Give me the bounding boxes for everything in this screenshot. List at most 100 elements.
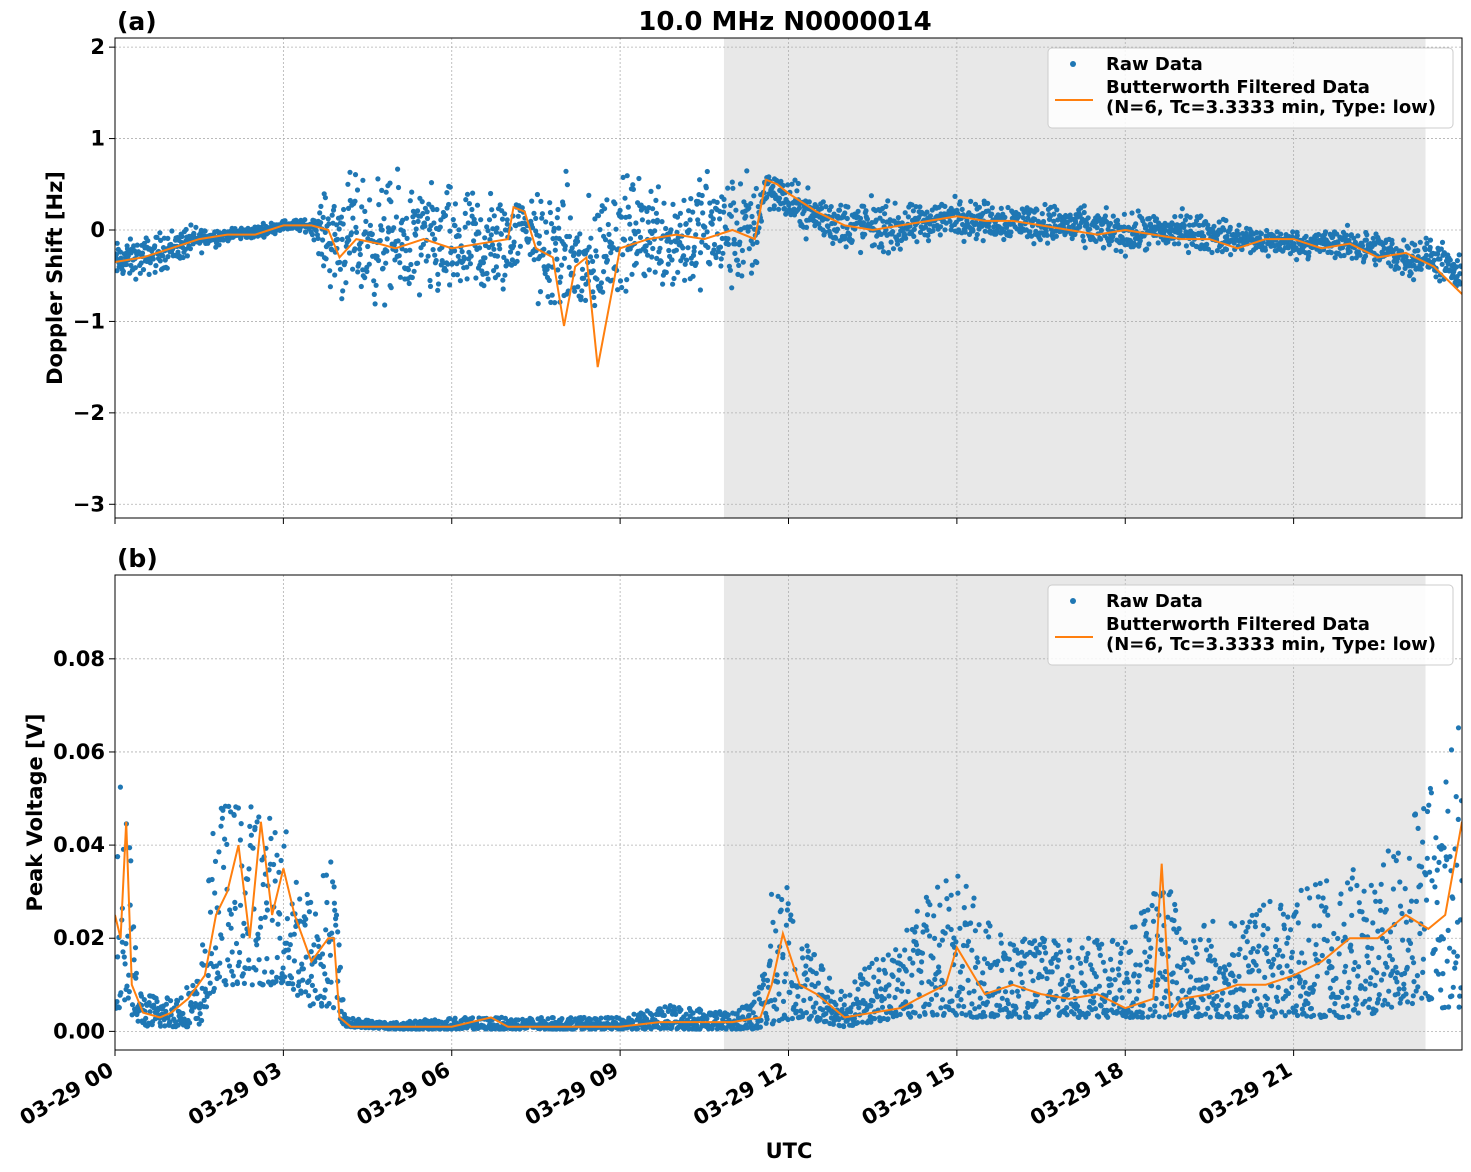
raw-data-point: [357, 251, 363, 258]
raw-data-point: [539, 215, 545, 221]
raw-data-point: [1285, 990, 1292, 997]
raw-data-point: [233, 940, 240, 947]
raw-data-point: [320, 214, 326, 220]
raw-data-point: [1393, 246, 1399, 252]
raw-data-point: [545, 1016, 551, 1022]
raw-data-point: [152, 269, 158, 275]
raw-data-point: [395, 184, 402, 191]
raw-data-point: [847, 231, 853, 237]
raw-data-point: [391, 225, 397, 231]
raw-data-point: [208, 951, 215, 957]
raw-data-point: [608, 250, 614, 256]
raw-data-point: [308, 949, 314, 955]
raw-data-point: [355, 269, 361, 275]
raw-data-point: [554, 215, 560, 221]
raw-data-point: [447, 1016, 453, 1022]
raw-data-point: [912, 1010, 918, 1016]
raw-data-point: [1290, 229, 1296, 235]
raw-data-point: [1300, 984, 1306, 990]
raw-data-point: [489, 242, 496, 248]
raw-data-point: [746, 205, 752, 211]
raw-data-point: [1269, 961, 1276, 968]
raw-data-point: [489, 207, 495, 213]
raw-data-point: [1264, 995, 1270, 1002]
raw-data-point: [1026, 1014, 1032, 1020]
raw-data-point: [1195, 1005, 1201, 1011]
raw-data-point: [449, 260, 456, 266]
raw-data-point: [1271, 956, 1277, 963]
raw-data-point: [1033, 228, 1039, 234]
raw-data-point: [175, 249, 181, 255]
raw-data-point: [927, 902, 933, 908]
raw-data-point: [1180, 956, 1187, 962]
raw-data-point: [844, 215, 850, 222]
raw-data-point: [637, 1015, 643, 1021]
raw-data-point: [657, 245, 663, 251]
raw-data-point: [137, 270, 143, 276]
raw-data-point: [980, 970, 986, 976]
raw-data-point: [1117, 987, 1123, 993]
raw-data-point: [1102, 998, 1108, 1005]
raw-data-point: [428, 180, 435, 186]
raw-data-point: [526, 236, 532, 242]
raw-data-point: [246, 957, 252, 963]
raw-data-point: [876, 979, 882, 985]
raw-data-point: [234, 980, 241, 987]
raw-data-point: [907, 1014, 914, 1020]
raw-data-point: [1158, 937, 1164, 943]
raw-data-point: [501, 254, 507, 260]
raw-data-point: [571, 250, 577, 256]
raw-data-point: [158, 1023, 164, 1029]
raw-data-point: [470, 190, 476, 196]
raw-data-point: [661, 1012, 667, 1019]
raw-data-point: [322, 971, 328, 977]
raw-data-point: [322, 195, 328, 201]
raw-data-point: [330, 1005, 337, 1011]
raw-data-point: [633, 220, 639, 226]
raw-data-point: [792, 177, 798, 183]
raw-data-point: [673, 1011, 679, 1018]
raw-data-point: [1075, 955, 1081, 961]
raw-data-point: [783, 922, 790, 928]
raw-data-point: [685, 245, 691, 251]
raw-data-point: [248, 832, 254, 838]
raw-data-point: [1308, 1005, 1314, 1012]
raw-data-point: [987, 923, 993, 929]
raw-data-point: [896, 967, 902, 973]
raw-data-point: [1177, 228, 1183, 234]
raw-data-point: [313, 227, 319, 234]
raw-data-point: [382, 302, 388, 308]
raw-data-point: [1232, 978, 1238, 984]
raw-data-point: [926, 1001, 932, 1008]
raw-data-point: [262, 914, 268, 920]
raw-data-point: [982, 1013, 988, 1019]
raw-data-point: [415, 208, 421, 214]
raw-data-point: [959, 1010, 965, 1017]
raw-data-point: [751, 193, 757, 199]
raw-data-point: [457, 278, 463, 284]
raw-data-point: [1261, 902, 1267, 908]
raw-data-point: [804, 977, 810, 983]
raw-data-point: [1109, 238, 1115, 244]
raw-data-point: [1009, 989, 1015, 995]
raw-data-point: [211, 985, 217, 992]
raw-data-point: [955, 890, 961, 896]
raw-data-point: [1248, 949, 1254, 955]
raw-data-point: [491, 268, 497, 274]
raw-data-point: [1115, 966, 1121, 972]
raw-data-point: [859, 1019, 866, 1025]
raw-data-point: [223, 982, 229, 988]
raw-data-point: [930, 1012, 936, 1018]
raw-data-point: [1267, 898, 1273, 905]
raw-data-point: [258, 915, 264, 922]
raw-data-point: [1097, 952, 1103, 959]
raw-data-point: [1065, 992, 1071, 998]
raw-data-point: [424, 209, 430, 215]
raw-data-point: [802, 970, 809, 976]
raw-data-point: [1055, 217, 1061, 223]
raw-data-point: [841, 1002, 847, 1008]
raw-data-point: [229, 968, 235, 974]
raw-data-point: [444, 190, 450, 196]
raw-data-point: [120, 949, 126, 955]
raw-data-point: [897, 1011, 903, 1018]
